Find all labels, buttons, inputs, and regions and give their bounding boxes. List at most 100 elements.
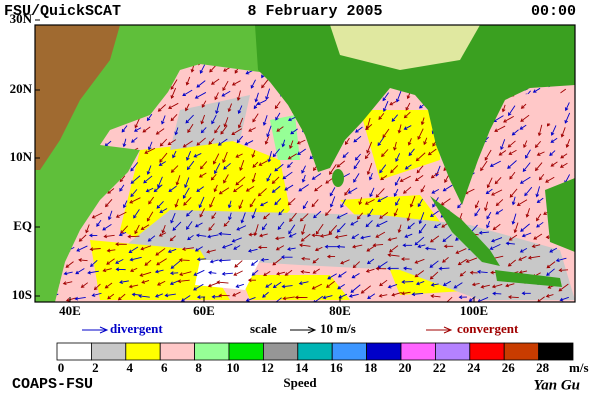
wind-arrow xyxy=(326,280,335,288)
wind-arrow xyxy=(329,196,336,208)
wind-arrow xyxy=(210,78,220,85)
wind-arrow xyxy=(121,125,128,133)
wind-arrow xyxy=(161,224,166,234)
wind-arrow xyxy=(212,153,220,165)
wind-arrow xyxy=(455,248,467,254)
wind-arrow xyxy=(146,113,153,122)
wind-arrow xyxy=(532,87,541,93)
wind-arrow xyxy=(272,257,282,266)
wind-arrow xyxy=(144,147,156,154)
wind-arrow xyxy=(103,234,115,239)
wind-arrow xyxy=(233,184,244,193)
wind-arrow xyxy=(324,244,337,249)
wind-arrow xyxy=(233,270,243,276)
wind-arrow xyxy=(91,212,103,219)
wind-arrow xyxy=(263,270,271,276)
wind-arrow xyxy=(175,175,181,186)
wind-arrow xyxy=(159,152,168,163)
wind-arrow xyxy=(414,270,425,278)
wind-arrow xyxy=(198,196,205,209)
wind-arrow xyxy=(237,105,243,114)
wind-arrow xyxy=(287,247,296,251)
wind-arrow xyxy=(154,269,164,274)
wind-arrow xyxy=(170,260,181,269)
wind-arrow xyxy=(379,212,389,219)
wind-arrow xyxy=(336,212,348,219)
wind-arrow xyxy=(196,295,206,300)
wind-arrow xyxy=(118,231,127,237)
wind-arrow xyxy=(365,268,375,273)
wind-arrow xyxy=(146,211,154,222)
wind-arrow xyxy=(222,151,228,164)
speed-patch xyxy=(240,275,350,300)
color-swatch xyxy=(366,342,402,361)
wind-arrow xyxy=(444,175,449,183)
wind-arrow xyxy=(240,212,246,224)
wind-arrow xyxy=(314,246,323,252)
wind-arrow xyxy=(260,257,269,262)
wind-arrow xyxy=(406,212,411,222)
wind-arrow xyxy=(518,256,527,261)
wind-arrow xyxy=(142,126,151,133)
wind-arrow xyxy=(218,258,231,263)
wind-arrow xyxy=(484,201,489,212)
wind-arrow xyxy=(199,64,206,74)
lon-label: 100E xyxy=(460,303,488,318)
colorbar-tick-label: 28 xyxy=(536,360,550,375)
wind-arrow xyxy=(223,162,231,170)
wind-arrow xyxy=(199,208,205,218)
wind-arrow xyxy=(161,115,166,125)
wind-arrow xyxy=(453,282,463,289)
wind-arrow xyxy=(381,149,389,158)
wind-arrow xyxy=(546,268,555,276)
wind-arrow xyxy=(196,257,207,262)
wind-arrow xyxy=(313,210,322,219)
wind-arrow xyxy=(123,200,128,209)
wind-arrow xyxy=(236,225,247,231)
wind-arrow xyxy=(78,258,88,263)
wind-arrow xyxy=(378,112,385,120)
wind-arrow xyxy=(351,233,359,239)
wind-arrow xyxy=(216,280,229,285)
wind-arrow xyxy=(252,161,259,168)
wind-arrow xyxy=(417,244,426,249)
wind-arrow xyxy=(431,188,440,194)
map xyxy=(34,24,576,303)
legend-divergent: divergent xyxy=(110,321,163,336)
wind-arrow xyxy=(170,87,177,99)
wind-arrow xyxy=(155,128,165,135)
wind-arrow xyxy=(521,291,531,296)
wind-arrow xyxy=(159,208,168,213)
wind-arrow xyxy=(177,279,190,284)
wind-arrow xyxy=(302,200,309,210)
wind-arrow xyxy=(393,208,399,217)
wind-arrow xyxy=(513,222,519,234)
wind-arrow xyxy=(119,184,125,192)
wind-arrow xyxy=(169,235,176,242)
wind-arrow xyxy=(131,292,141,297)
wind-arrow xyxy=(536,213,542,222)
wind-arrow xyxy=(85,224,90,234)
wind-arrow xyxy=(231,80,241,86)
wind-arrow xyxy=(327,273,337,280)
wind-arrow xyxy=(115,211,127,218)
wind-arrow xyxy=(167,248,177,254)
wind-arrow xyxy=(193,269,205,276)
wind-arrow xyxy=(298,281,309,286)
wind-arrow xyxy=(248,127,256,132)
wind-arrow xyxy=(429,235,440,243)
wind-arrow xyxy=(416,165,424,174)
wind-arrow xyxy=(172,221,182,231)
wind-arrow xyxy=(167,139,177,146)
colorbar-tick-label: 20 xyxy=(399,360,412,375)
wind-arrow xyxy=(414,175,424,182)
colorbar-tick-label: 18 xyxy=(364,360,378,375)
wind-arrow xyxy=(560,127,566,138)
wind-arrow xyxy=(507,140,516,148)
wind-arrow xyxy=(185,209,193,217)
wind-arrow xyxy=(469,270,478,275)
wind-arrow xyxy=(277,221,285,230)
wind-arrow xyxy=(170,212,176,224)
wind-arrow xyxy=(195,233,207,238)
wind-arrow xyxy=(185,103,190,112)
